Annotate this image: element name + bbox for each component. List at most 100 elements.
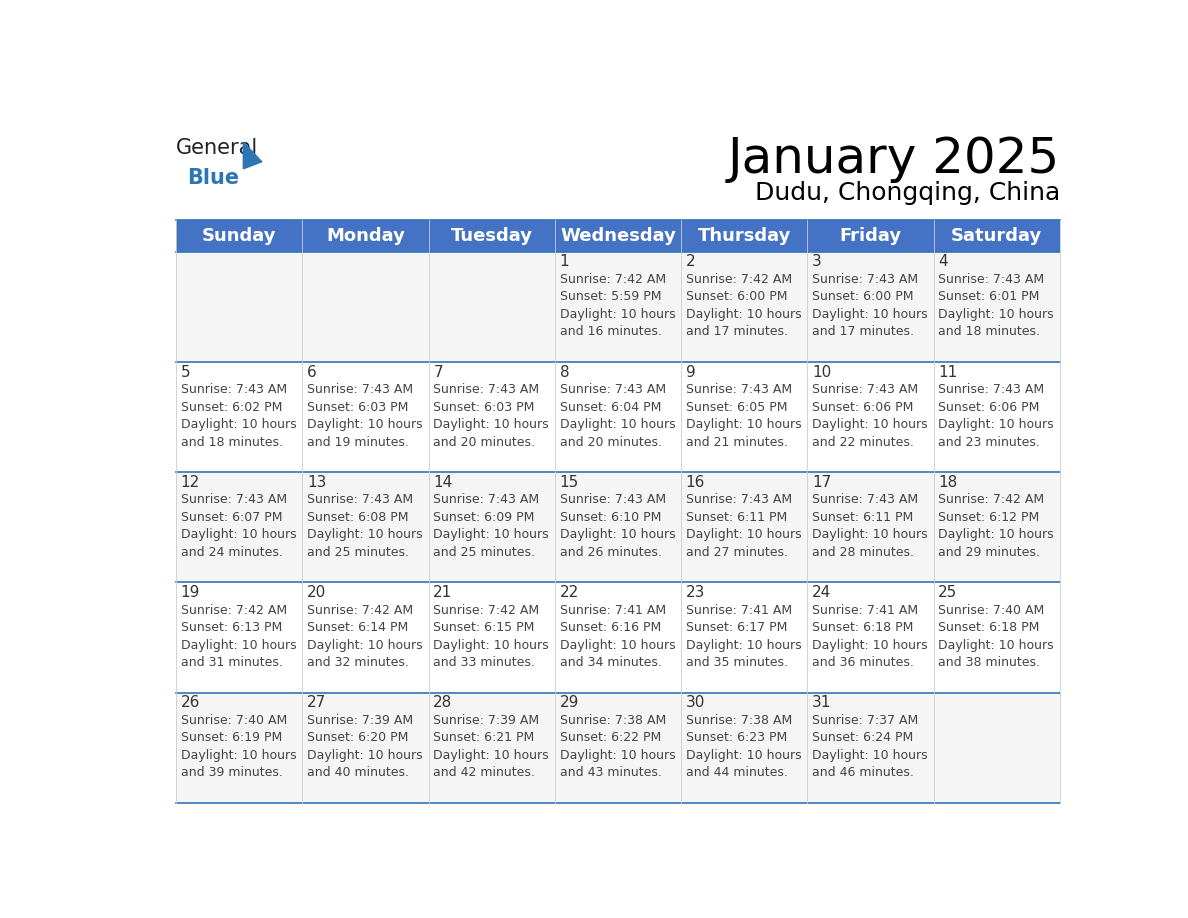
Text: 31: 31 xyxy=(813,696,832,711)
FancyBboxPatch shape xyxy=(808,362,934,472)
Text: 13: 13 xyxy=(307,475,327,490)
Text: 19: 19 xyxy=(181,585,200,600)
FancyBboxPatch shape xyxy=(555,472,681,582)
FancyBboxPatch shape xyxy=(303,692,429,803)
Text: Sunrise: 7:43 AM
Sunset: 6:03 PM
Daylight: 10 hours
and 20 minutes.: Sunrise: 7:43 AM Sunset: 6:03 PM Dayligh… xyxy=(434,383,549,449)
Text: Sunrise: 7:39 AM
Sunset: 6:21 PM
Daylight: 10 hours
and 42 minutes.: Sunrise: 7:39 AM Sunset: 6:21 PM Dayligh… xyxy=(434,714,549,779)
Text: 4: 4 xyxy=(939,254,948,269)
Text: Sunrise: 7:41 AM
Sunset: 6:16 PM
Daylight: 10 hours
and 34 minutes.: Sunrise: 7:41 AM Sunset: 6:16 PM Dayligh… xyxy=(560,603,675,669)
FancyBboxPatch shape xyxy=(176,252,303,362)
Text: 3: 3 xyxy=(813,254,822,269)
Text: 18: 18 xyxy=(939,475,958,490)
FancyBboxPatch shape xyxy=(934,472,1060,582)
FancyBboxPatch shape xyxy=(555,582,681,692)
Text: Friday: Friday xyxy=(840,227,902,244)
FancyBboxPatch shape xyxy=(808,582,934,692)
Text: Sunrise: 7:40 AM
Sunset: 6:19 PM
Daylight: 10 hours
and 39 minutes.: Sunrise: 7:40 AM Sunset: 6:19 PM Dayligh… xyxy=(181,714,296,779)
Text: 20: 20 xyxy=(307,585,327,600)
FancyBboxPatch shape xyxy=(808,692,934,803)
FancyBboxPatch shape xyxy=(176,219,303,252)
FancyBboxPatch shape xyxy=(555,219,681,252)
Text: Sunrise: 7:42 AM
Sunset: 6:12 PM
Daylight: 10 hours
and 29 minutes.: Sunrise: 7:42 AM Sunset: 6:12 PM Dayligh… xyxy=(939,493,1054,559)
Text: Sunrise: 7:43 AM
Sunset: 6:06 PM
Daylight: 10 hours
and 22 minutes.: Sunrise: 7:43 AM Sunset: 6:06 PM Dayligh… xyxy=(813,383,928,449)
FancyBboxPatch shape xyxy=(934,582,1060,692)
Text: Sunrise: 7:42 AM
Sunset: 6:14 PM
Daylight: 10 hours
and 32 minutes.: Sunrise: 7:42 AM Sunset: 6:14 PM Dayligh… xyxy=(307,603,423,669)
Text: 24: 24 xyxy=(813,585,832,600)
FancyBboxPatch shape xyxy=(303,252,429,362)
Text: Sunrise: 7:43 AM
Sunset: 6:10 PM
Daylight: 10 hours
and 26 minutes.: Sunrise: 7:43 AM Sunset: 6:10 PM Dayligh… xyxy=(560,493,675,559)
Text: January 2025: January 2025 xyxy=(728,135,1060,183)
Text: Sunrise: 7:41 AM
Sunset: 6:18 PM
Daylight: 10 hours
and 36 minutes.: Sunrise: 7:41 AM Sunset: 6:18 PM Dayligh… xyxy=(813,603,928,669)
FancyBboxPatch shape xyxy=(681,472,808,582)
Text: Sunrise: 7:39 AM
Sunset: 6:20 PM
Daylight: 10 hours
and 40 minutes.: Sunrise: 7:39 AM Sunset: 6:20 PM Dayligh… xyxy=(307,714,423,779)
Text: 5: 5 xyxy=(181,364,190,380)
FancyBboxPatch shape xyxy=(303,362,429,472)
Text: Sunrise: 7:42 AM
Sunset: 6:15 PM
Daylight: 10 hours
and 33 minutes.: Sunrise: 7:42 AM Sunset: 6:15 PM Dayligh… xyxy=(434,603,549,669)
Text: 25: 25 xyxy=(939,585,958,600)
FancyBboxPatch shape xyxy=(808,219,934,252)
Text: 2: 2 xyxy=(685,254,695,269)
Text: 15: 15 xyxy=(560,475,579,490)
FancyBboxPatch shape xyxy=(176,362,303,472)
FancyBboxPatch shape xyxy=(176,582,303,692)
Text: Sunrise: 7:43 AM
Sunset: 6:09 PM
Daylight: 10 hours
and 25 minutes.: Sunrise: 7:43 AM Sunset: 6:09 PM Dayligh… xyxy=(434,493,549,559)
Text: Sunrise: 7:43 AM
Sunset: 6:02 PM
Daylight: 10 hours
and 18 minutes.: Sunrise: 7:43 AM Sunset: 6:02 PM Dayligh… xyxy=(181,383,296,449)
Text: 11: 11 xyxy=(939,364,958,380)
FancyBboxPatch shape xyxy=(808,252,934,362)
FancyBboxPatch shape xyxy=(303,472,429,582)
Text: Monday: Monday xyxy=(326,227,405,244)
FancyBboxPatch shape xyxy=(681,219,808,252)
Text: Sunrise: 7:42 AM
Sunset: 6:00 PM
Daylight: 10 hours
and 17 minutes.: Sunrise: 7:42 AM Sunset: 6:00 PM Dayligh… xyxy=(685,273,802,338)
Text: Sunrise: 7:38 AM
Sunset: 6:22 PM
Daylight: 10 hours
and 43 minutes.: Sunrise: 7:38 AM Sunset: 6:22 PM Dayligh… xyxy=(560,714,675,779)
Text: 10: 10 xyxy=(813,364,832,380)
FancyBboxPatch shape xyxy=(555,252,681,362)
Text: Thursday: Thursday xyxy=(697,227,791,244)
Text: Sunrise: 7:41 AM
Sunset: 6:17 PM
Daylight: 10 hours
and 35 minutes.: Sunrise: 7:41 AM Sunset: 6:17 PM Dayligh… xyxy=(685,603,802,669)
FancyBboxPatch shape xyxy=(555,692,681,803)
Text: Sunrise: 7:38 AM
Sunset: 6:23 PM
Daylight: 10 hours
and 44 minutes.: Sunrise: 7:38 AM Sunset: 6:23 PM Dayligh… xyxy=(685,714,802,779)
Text: 22: 22 xyxy=(560,585,579,600)
Text: Wednesday: Wednesday xyxy=(560,227,676,244)
Text: Sunrise: 7:42 AM
Sunset: 6:13 PM
Daylight: 10 hours
and 31 minutes.: Sunrise: 7:42 AM Sunset: 6:13 PM Dayligh… xyxy=(181,603,296,669)
Text: 17: 17 xyxy=(813,475,832,490)
FancyBboxPatch shape xyxy=(555,362,681,472)
FancyBboxPatch shape xyxy=(176,472,303,582)
Text: 23: 23 xyxy=(685,585,706,600)
Text: Sunrise: 7:43 AM
Sunset: 6:11 PM
Daylight: 10 hours
and 28 minutes.: Sunrise: 7:43 AM Sunset: 6:11 PM Dayligh… xyxy=(813,493,928,559)
FancyBboxPatch shape xyxy=(429,362,555,472)
FancyBboxPatch shape xyxy=(934,252,1060,362)
Text: 8: 8 xyxy=(560,364,569,380)
Text: 30: 30 xyxy=(685,696,706,711)
Text: Blue: Blue xyxy=(188,168,239,188)
FancyBboxPatch shape xyxy=(176,692,303,803)
Text: 16: 16 xyxy=(685,475,706,490)
FancyBboxPatch shape xyxy=(681,252,808,362)
Text: Sunrise: 7:40 AM
Sunset: 6:18 PM
Daylight: 10 hours
and 38 minutes.: Sunrise: 7:40 AM Sunset: 6:18 PM Dayligh… xyxy=(939,603,1054,669)
Text: 28: 28 xyxy=(434,696,453,711)
FancyBboxPatch shape xyxy=(808,472,934,582)
Text: 14: 14 xyxy=(434,475,453,490)
Text: General: General xyxy=(176,139,258,159)
FancyBboxPatch shape xyxy=(681,582,808,692)
FancyBboxPatch shape xyxy=(934,219,1060,252)
FancyBboxPatch shape xyxy=(429,252,555,362)
Text: Saturday: Saturday xyxy=(952,227,1043,244)
Text: 29: 29 xyxy=(560,696,579,711)
Text: Sunday: Sunday xyxy=(202,227,277,244)
FancyBboxPatch shape xyxy=(934,362,1060,472)
Text: Sunrise: 7:37 AM
Sunset: 6:24 PM
Daylight: 10 hours
and 46 minutes.: Sunrise: 7:37 AM Sunset: 6:24 PM Dayligh… xyxy=(813,714,928,779)
Text: Sunrise: 7:42 AM
Sunset: 5:59 PM
Daylight: 10 hours
and 16 minutes.: Sunrise: 7:42 AM Sunset: 5:59 PM Dayligh… xyxy=(560,273,675,338)
Text: 7: 7 xyxy=(434,364,443,380)
FancyBboxPatch shape xyxy=(429,219,555,252)
Text: Tuesday: Tuesday xyxy=(450,227,532,244)
Text: Sunrise: 7:43 AM
Sunset: 6:04 PM
Daylight: 10 hours
and 20 minutes.: Sunrise: 7:43 AM Sunset: 6:04 PM Dayligh… xyxy=(560,383,675,449)
Text: 26: 26 xyxy=(181,696,200,711)
Text: 21: 21 xyxy=(434,585,453,600)
FancyBboxPatch shape xyxy=(934,692,1060,803)
FancyBboxPatch shape xyxy=(429,582,555,692)
FancyBboxPatch shape xyxy=(429,692,555,803)
Text: 9: 9 xyxy=(685,364,695,380)
FancyBboxPatch shape xyxy=(681,692,808,803)
Text: Sunrise: 7:43 AM
Sunset: 6:00 PM
Daylight: 10 hours
and 17 minutes.: Sunrise: 7:43 AM Sunset: 6:00 PM Dayligh… xyxy=(813,273,928,338)
Text: 6: 6 xyxy=(307,364,317,380)
